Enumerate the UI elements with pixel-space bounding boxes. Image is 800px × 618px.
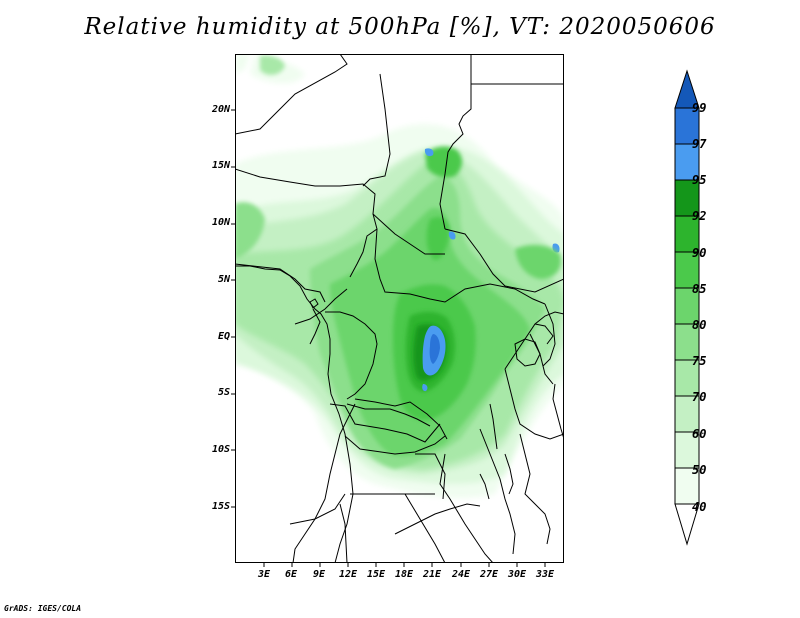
humidity-patch-w <box>235 202 265 259</box>
chart-title: Relative humidity at 500hPa [%], VT: 202… <box>84 14 716 40</box>
humidity-blob-small-1 <box>424 148 434 157</box>
lon-label: 9E <box>312 569 326 580</box>
colorbar-label: 80 <box>692 318 707 332</box>
lon-label: 12E <box>338 569 358 580</box>
humidity-zone-97 <box>429 334 440 364</box>
lon-label: 24E <box>451 569 471 580</box>
lat-label: 5N <box>217 274 230 285</box>
lat-label: 10N <box>211 217 230 228</box>
axis-ticks <box>231 109 546 567</box>
humidity-blob-small-3 <box>422 384 428 392</box>
colorbar-label: 99 <box>692 101 707 115</box>
colorbar-label: 95 <box>692 173 707 187</box>
lat-label: 10S <box>211 444 230 455</box>
colorbar-swatch-85 <box>674 251 700 289</box>
credit-text: GrADS: IGES/COLA <box>4 604 82 613</box>
colorbar-swatch-60 <box>674 395 700 433</box>
colorbar <box>674 69 700 546</box>
colorbar-label: 60 <box>692 427 707 441</box>
lakes <box>309 298 554 500</box>
lon-label: 30E <box>507 569 527 580</box>
lat-label: 20N <box>211 104 230 115</box>
coastline <box>235 265 564 563</box>
colorbar-cap-bottom <box>674 503 700 546</box>
humidity-blob-small-2 <box>448 231 456 240</box>
colorbar-swatch-92 <box>674 179 700 217</box>
colorbar-swatch-75 <box>674 323 700 361</box>
lon-label: 6E <box>284 569 298 580</box>
colorbar-swatch-80 <box>674 287 700 325</box>
colorbar-label: 85 <box>692 282 707 296</box>
humidity-field <box>235 54 564 499</box>
colorbar-label: 90 <box>692 246 707 260</box>
lon-label: 21E <box>422 569 442 580</box>
colorbar-label: 75 <box>692 354 707 368</box>
colorbar-label: 50 <box>692 463 707 477</box>
colorbar-label: 40 <box>692 500 707 514</box>
map-panel <box>235 54 564 563</box>
lon-label: 3E <box>257 569 271 580</box>
lat-label: 15N <box>211 160 230 171</box>
lat-label: 5S <box>217 387 230 398</box>
humidity-patch-e <box>515 244 561 279</box>
lon-label: 33E <box>535 569 555 580</box>
lon-label: 18E <box>394 569 414 580</box>
lon-label: 27E <box>479 569 499 580</box>
colorbar-swatch-97 <box>674 107 700 145</box>
colorbar-label: 97 <box>692 137 707 151</box>
lon-label: 15E <box>366 569 386 580</box>
humidity-patch-nw <box>260 55 285 75</box>
lat-label: EQ <box>217 331 230 342</box>
colorbar-label: 70 <box>692 390 707 404</box>
colorbar-label: 92 <box>692 209 707 223</box>
lat-label: 15S <box>211 501 230 512</box>
map-frame <box>235 54 564 563</box>
